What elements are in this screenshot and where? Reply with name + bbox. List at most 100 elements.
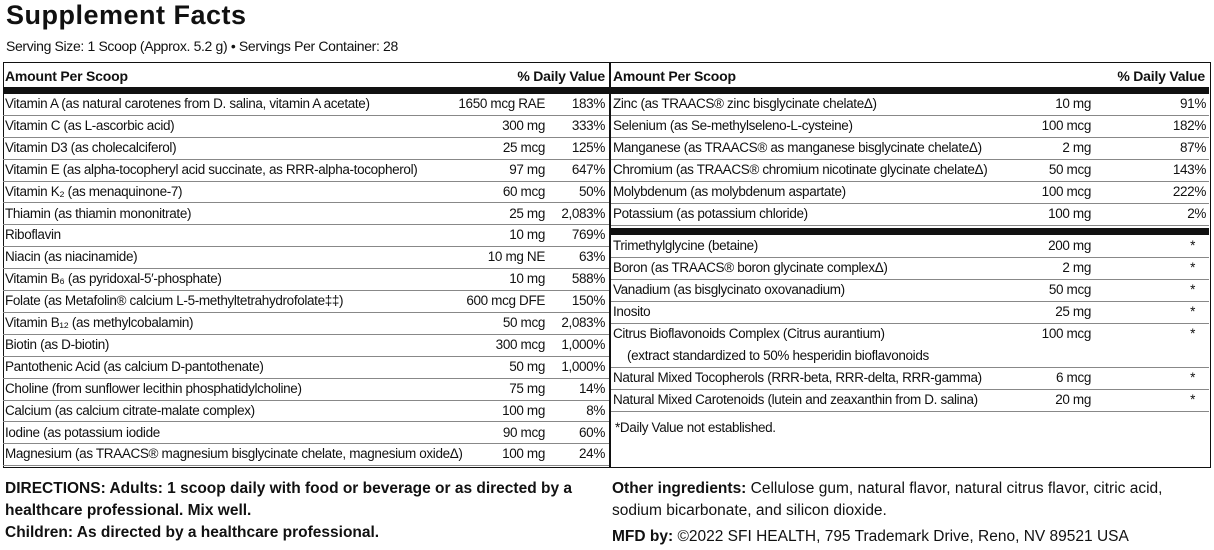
daily-value: 2,083% <box>561 315 605 330</box>
fact-row: Vitamin D3 (as cholecalciferol) 25 mcg 125… <box>3 138 609 160</box>
nutrient-name: Citrus Bioflavonoids Complex (Citrus aur… <box>613 326 885 341</box>
nutrient-name: Iodine (as potassium iodide <box>5 424 160 440</box>
directions: DIRECTIONS: Adults: 1 scoop daily with f… <box>5 478 595 544</box>
daily-value: * <box>1190 370 1195 385</box>
amount: 90 mcg <box>502 424 546 440</box>
directions-text: DIRECTIONS: Adults: 1 scoop daily with f… <box>5 480 572 519</box>
daily-value: 8% <box>586 402 605 418</box>
amount: 1650 mcg RAE <box>458 96 545 111</box>
fact-row: Selenium (as Se-methylseleno-L-cysteine)… <box>611 116 1209 138</box>
other-ingredients: Other ingredients: Cellulose gum, natura… <box>612 478 1210 522</box>
fact-row: Inosito 25 mg * <box>611 302 1209 324</box>
nutrient-name: Natural Mixed Tocopherols (RRR-beta, RRR… <box>613 370 982 385</box>
nutrient-name: Niacin (as niacinamide) <box>5 249 138 265</box>
nutrient-name: Biotin (as D-biotin) <box>5 336 110 352</box>
daily-value: 50% <box>579 183 605 199</box>
other-label: Other ingredients: <box>612 480 747 497</box>
daily-value: 1,000% <box>561 336 605 352</box>
thick-rule <box>3 87 609 94</box>
amount: 10 mg <box>509 227 545 243</box>
amount: 300 mcg <box>495 336 546 352</box>
amount: 200 mg <box>1048 238 1091 253</box>
amount: 2 mg <box>1062 260 1091 275</box>
daily-value: 63% <box>579 249 605 265</box>
nutrient-name: Calcium (as calcium citrate-malate compl… <box>5 402 255 418</box>
nutrient-name: Vitamin E (as alpha-tocopheryl acid succ… <box>5 161 418 177</box>
fact-row: Molybdenum (as molybdenum aspartate) 100 … <box>611 182 1209 204</box>
fact-row: Zinc (as TRAACS® zinc bisglycinate chela… <box>611 94 1209 116</box>
fact-row: Boron (as TRAACS® boron glycinate comple… <box>611 258 1209 280</box>
fact-row: Chromium (as TRAACS® chromium nicotinate… <box>611 160 1209 182</box>
amount: 100 mg <box>502 402 545 418</box>
amount: 100 mcg <box>1041 184 1092 199</box>
daily-value: 769% <box>571 227 605 243</box>
daily-value: 143% <box>1172 162 1206 177</box>
nutrient-name: Choline (from sunflower lecithin phospha… <box>5 380 302 396</box>
daily-value: 125% <box>571 139 605 155</box>
amount: 60 mcg <box>502 183 546 199</box>
nutrient-name: Riboflavin <box>5 227 61 243</box>
amount: 600 mcg DFE <box>466 293 545 309</box>
nutrient-name: Vitamin K₂ (as menaquinone-7) <box>5 183 183 199</box>
ingredients: Other ingredients: Cellulose gum, natura… <box>612 478 1210 548</box>
fact-row: Natural Mixed Tocopherols (RRR-beta, RRR… <box>611 368 1209 390</box>
nutrient-name: Molybdenum (as molybdenum aspartate) <box>613 184 846 199</box>
fact-row: Pantothenic Acid (as calcium D-pantothen… <box>3 357 609 379</box>
fact-row: Vanadium (as bisglycinato oxovanadium) 50… <box>611 280 1209 302</box>
amount: 10 mg NE <box>487 249 546 265</box>
column-header: % Daily Value <box>517 68 605 84</box>
daily-value: 2% <box>1187 206 1206 221</box>
daily-value: 87% <box>1180 140 1206 155</box>
manufacturer: MFD by: ©2022 SFI HEALTH, 795 Trademark … <box>612 526 1210 548</box>
daily-value: 60% <box>579 424 605 440</box>
daily-value: 183% <box>571 96 605 111</box>
amount: 10 mg <box>509 271 545 287</box>
amount: 100 mcg <box>1041 118 1092 133</box>
daily-value: 91% <box>1180 96 1206 111</box>
footnote: *Daily Value not established. <box>615 420 776 435</box>
nutrient-note: (extract standardized to 50% hesperidin … <box>627 348 929 363</box>
fact-row: Calcium (as calcium citrate-malate compl… <box>3 401 609 423</box>
daily-value: * <box>1190 304 1195 319</box>
serving-info: Serving Size: 1 Scoop (Approx. 5.2 g) • … <box>6 38 398 54</box>
fact-row: Niacin (as niacinamide) 10 mg NE 63% <box>3 247 609 270</box>
thick-rule <box>611 228 1209 235</box>
fact-row: Vitamin C (as L-ascorbic acid) 300 mg 333% <box>3 116 609 138</box>
daily-value: 150% <box>571 293 605 309</box>
fact-row: Choline (from sunflower lecithin phospha… <box>3 379 609 401</box>
nutrient-name: Boron (as TRAACS® boron glycinate comple… <box>613 260 888 275</box>
amount: 50 mcg <box>502 315 546 330</box>
fact-row: Citrus Bioflavonoids Complex (Citrus aur… <box>611 324 1209 368</box>
daily-value: 14% <box>579 380 605 396</box>
amount: 97 mg <box>509 161 545 177</box>
nutrient-name: Manganese (as TRAACS® as manganese bisgl… <box>613 140 982 155</box>
amount: 300 mg <box>502 117 545 133</box>
fact-row: Folate (as Metafolin® calcium L-5-methyl… <box>3 291 609 313</box>
nutrient-name: Vanadium (as bisglycinato oxovanadium) <box>613 282 845 297</box>
amount: 25 mg <box>1055 304 1091 319</box>
nutrient-name: Selenium (as Se-methylseleno-L-cysteine) <box>613 118 853 133</box>
amount: 50 mg <box>509 358 545 374</box>
daily-value: * <box>1190 392 1195 407</box>
nutrient-name: Trimethylglycine (betaine) <box>613 238 758 253</box>
fact-row: Natural Mixed Carotenoids (lutein and ze… <box>611 390 1209 412</box>
daily-value: 1,000% <box>561 358 605 374</box>
nutrient-name: Vitamin D3 (as cholecalciferol) <box>5 139 177 155</box>
thick-rule <box>611 87 1209 94</box>
fact-row: Vitamin A (as natural carotenes from D. … <box>3 94 609 116</box>
fact-row: Vitamin E (as alpha-tocopheryl acid succ… <box>3 160 609 182</box>
nutrient-name: Natural Mixed Carotenoids (lutein and ze… <box>613 392 978 407</box>
facts-box <box>3 62 1211 468</box>
column-header: Amount Per Scoop <box>613 68 736 84</box>
column-header: Amount Per Scoop <box>5 68 128 84</box>
daily-value: * <box>1190 260 1195 275</box>
mfd-text: ©2022 SFI HEALTH, 795 Trademark Drive, R… <box>677 528 1129 545</box>
nutrient-name: Inosito <box>613 304 651 319</box>
amount: 50 mcg <box>1048 282 1092 297</box>
fact-row: Potassium (as potassium chloride) 100 mg 2… <box>611 204 1209 226</box>
daily-value: 647% <box>571 161 605 177</box>
fact-row: Thiamin (as thiamin mononitrate) 25 mg 2,0… <box>3 204 609 226</box>
daily-value: 222% <box>1172 184 1206 199</box>
daily-value: * <box>1190 238 1195 253</box>
